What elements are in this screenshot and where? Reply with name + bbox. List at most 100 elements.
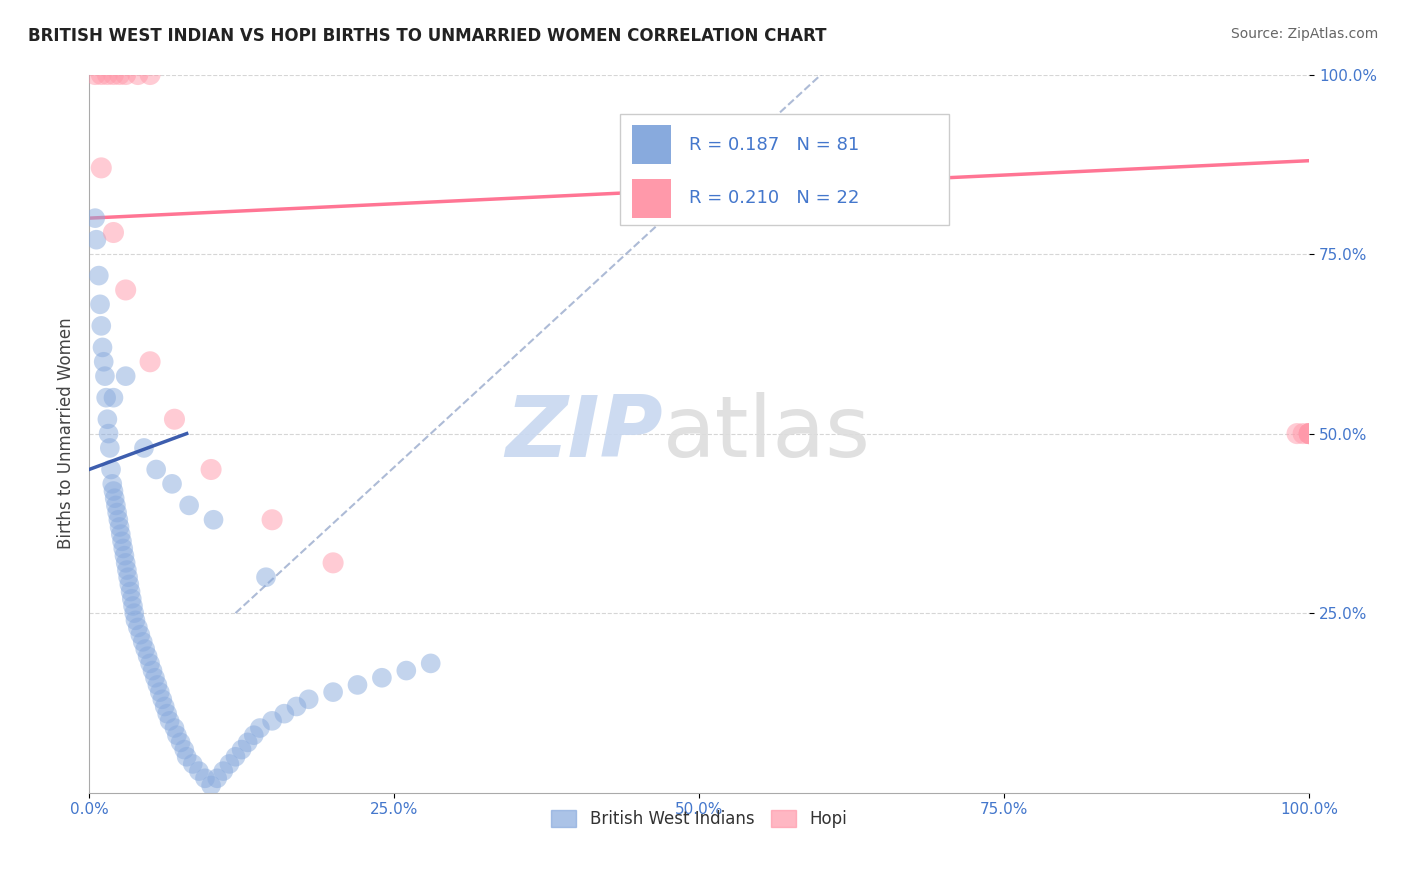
Point xyxy=(149,685,172,699)
Point xyxy=(90,161,112,175)
Point xyxy=(254,570,277,584)
Point xyxy=(143,671,166,685)
Point xyxy=(118,577,141,591)
Point xyxy=(322,556,344,570)
Point xyxy=(212,764,235,778)
Point xyxy=(194,772,217,786)
Point xyxy=(166,728,188,742)
Bar xyxy=(633,178,671,219)
Point xyxy=(101,476,124,491)
Legend: British West Indians, Hopi: British West Indians, Hopi xyxy=(544,803,853,835)
Point xyxy=(176,749,198,764)
Point xyxy=(187,764,209,778)
FancyBboxPatch shape xyxy=(620,114,949,226)
Point xyxy=(145,462,167,476)
Point xyxy=(122,599,145,613)
Point xyxy=(156,706,179,721)
Point xyxy=(103,226,125,240)
Point xyxy=(1285,426,1308,441)
Point xyxy=(132,635,155,649)
Point xyxy=(159,714,181,728)
Point xyxy=(163,412,186,426)
Point xyxy=(298,692,321,706)
Point xyxy=(1292,426,1315,441)
Point xyxy=(139,68,162,82)
Point xyxy=(1298,426,1320,441)
Point xyxy=(105,506,128,520)
Point xyxy=(107,513,129,527)
Point xyxy=(169,735,191,749)
Point xyxy=(231,742,253,756)
Point xyxy=(91,340,114,354)
Point xyxy=(346,678,368,692)
Point xyxy=(218,756,240,771)
Point xyxy=(90,68,112,82)
Point xyxy=(127,68,149,82)
Point xyxy=(93,355,115,369)
Point xyxy=(419,657,441,671)
Point xyxy=(200,779,222,793)
Point xyxy=(395,664,418,678)
Point xyxy=(117,570,139,584)
Point xyxy=(104,491,127,506)
Text: ZIP: ZIP xyxy=(505,392,662,475)
Point xyxy=(86,233,108,247)
Point xyxy=(129,628,152,642)
Point xyxy=(104,499,127,513)
Point xyxy=(262,714,284,728)
Point xyxy=(139,355,162,369)
Point xyxy=(124,613,146,627)
Point xyxy=(110,527,132,541)
Point xyxy=(150,692,173,706)
Point xyxy=(114,68,136,82)
Point xyxy=(98,441,121,455)
Point xyxy=(262,513,284,527)
Y-axis label: Births to Unmarried Women: Births to Unmarried Women xyxy=(58,318,75,549)
Bar xyxy=(633,125,671,164)
Point xyxy=(202,513,225,527)
Point xyxy=(273,706,295,721)
Point xyxy=(205,772,228,786)
Point xyxy=(100,462,122,476)
Point xyxy=(115,563,138,577)
Point xyxy=(84,211,107,226)
Point xyxy=(84,68,107,82)
Text: R = 0.210   N = 22: R = 0.210 N = 22 xyxy=(689,189,859,208)
Point xyxy=(94,369,117,384)
Point xyxy=(153,699,176,714)
Point xyxy=(173,742,195,756)
Point xyxy=(224,749,246,764)
Point xyxy=(285,699,308,714)
Point xyxy=(97,426,120,441)
Point xyxy=(94,391,117,405)
Point xyxy=(127,620,149,634)
Point xyxy=(163,721,186,735)
Point xyxy=(96,68,118,82)
Point xyxy=(103,483,125,498)
Point xyxy=(114,369,136,384)
Text: BRITISH WEST INDIAN VS HOPI BIRTHS TO UNMARRIED WOMEN CORRELATION CHART: BRITISH WEST INDIAN VS HOPI BIRTHS TO UN… xyxy=(28,27,827,45)
Point xyxy=(139,657,162,671)
Point xyxy=(134,642,156,657)
Point xyxy=(322,685,344,699)
Point xyxy=(108,520,131,534)
Text: atlas: atlas xyxy=(662,392,870,475)
Point xyxy=(121,591,143,606)
Point xyxy=(108,68,131,82)
Text: R = 0.187   N = 81: R = 0.187 N = 81 xyxy=(689,136,859,153)
Point xyxy=(120,584,142,599)
Point xyxy=(249,721,271,735)
Point xyxy=(136,649,159,664)
Point xyxy=(141,664,163,678)
Point xyxy=(243,728,266,742)
Point xyxy=(132,441,155,455)
Point xyxy=(236,735,259,749)
Point xyxy=(114,556,136,570)
Point xyxy=(122,606,145,620)
Point xyxy=(181,756,204,771)
Point xyxy=(371,671,394,685)
Point xyxy=(103,391,125,405)
Point xyxy=(87,268,110,283)
Point xyxy=(111,534,134,549)
Point xyxy=(1298,426,1320,441)
